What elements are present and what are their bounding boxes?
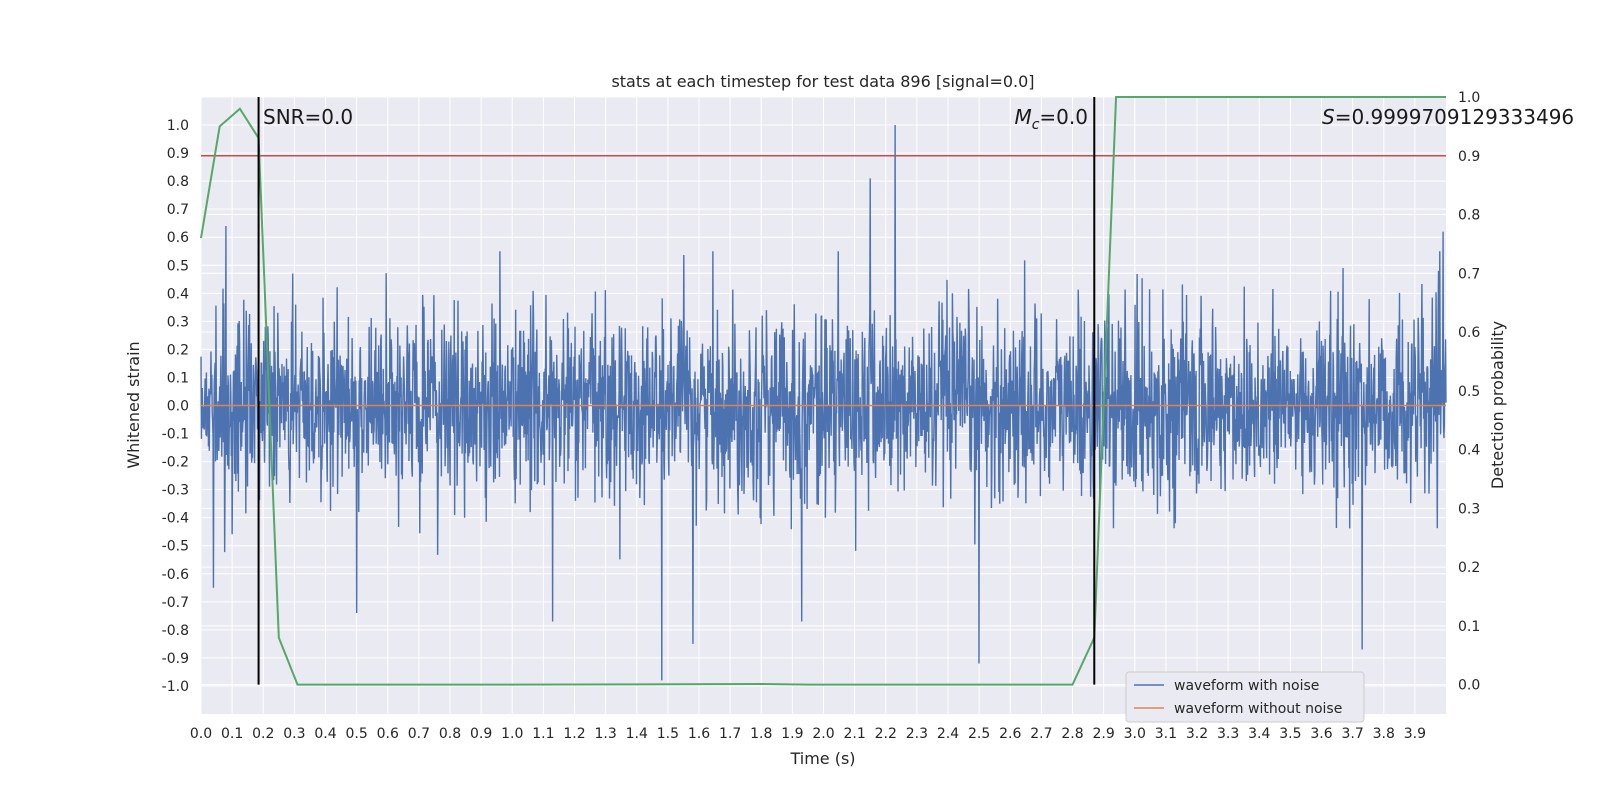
y-tick-label: 0.5	[167, 258, 189, 274]
x-tick-label: 0.5	[345, 726, 367, 742]
noisy-waveform-series	[200, 125, 1447, 681]
y-tick-label: -0.7	[162, 595, 189, 611]
y-tick-labels: 1.0 0.9 0.8 0.7 0.6 0.5 0.4 0.3 0.2 0.1 0.0 -0.1 -0.…	[162, 118, 189, 695]
y-tick-label: -0.8	[162, 623, 189, 639]
y-tick-label: 0.4	[167, 286, 189, 302]
x-tick-label: 3.6	[1310, 726, 1332, 742]
x-tick-label: 3.9	[1404, 726, 1426, 742]
legend: waveform with noise waveform without noi…	[1125, 671, 1365, 723]
y-tick-label: 0.0	[167, 399, 189, 415]
y2-tick-label: 0.6	[1458, 325, 1480, 341]
x-tick-label: 1.7	[719, 726, 741, 742]
chirp-mass-subscript: c	[1032, 117, 1040, 133]
legend-label-noisy: waveform with noise	[1174, 678, 1319, 694]
x-tick-label: 2.2	[875, 726, 897, 742]
y-tick-label: 0.7	[167, 202, 189, 218]
y-tick-label: 0.8	[167, 174, 189, 190]
y-tick-label: -0.1	[162, 427, 189, 443]
snr-annotation: SNR=0.0	[263, 105, 353, 129]
legend-label-clean: waveform without noise	[1174, 701, 1342, 717]
y-tick-label: 0.3	[167, 314, 189, 330]
x-tick-label: 2.7	[1030, 726, 1052, 742]
x-tick-label: 2.1	[843, 726, 865, 742]
y-tick-label: -1.0	[162, 679, 189, 695]
x-tick-label: 2.6	[999, 726, 1021, 742]
score-symbol: S	[1322, 105, 1335, 129]
x-tick-label: 1.0	[501, 726, 523, 742]
y-tick-label: -0.9	[162, 651, 189, 667]
x-tick-label: 3.1	[1155, 726, 1177, 742]
x-tick-label: 0.1	[221, 726, 243, 742]
y-tick-label: -0.4	[162, 511, 189, 527]
x-tick-label: 1.4	[626, 726, 648, 742]
x-tick-label: 0.2	[252, 726, 274, 742]
y2-tick-label: 0.5	[1458, 384, 1480, 400]
y-tick-label: -0.5	[162, 539, 189, 555]
x-tick-label: 1.1	[532, 726, 554, 742]
x-tick-label: 1.5	[657, 726, 679, 742]
x-tick-label: 0.6	[377, 726, 399, 742]
x-tick-label: 0.0	[190, 726, 212, 742]
x-tick-label: 0.8	[439, 726, 461, 742]
x-tick-label: 3.8	[1373, 726, 1395, 742]
x-axis-label: Time (s)	[789, 749, 855, 768]
chirp-mass-value: =0.0	[1039, 105, 1088, 129]
y2-axis-label: Detection probability	[1488, 321, 1507, 489]
legend-box	[1125, 671, 1365, 723]
x-tick-label: 3.0	[1124, 726, 1146, 742]
x-tick-label: 3.2	[1186, 726, 1208, 742]
y2-tick-label: 0.7	[1458, 266, 1480, 282]
marker-lines	[257, 97, 1096, 685]
x-tick-label: 1.6	[688, 726, 710, 742]
y2-tick-label: 0.3	[1458, 501, 1480, 517]
x-tick-label: 2.4	[937, 726, 959, 742]
x-tick-label: 1.9	[781, 726, 803, 742]
y2-tick-label: 0.2	[1458, 560, 1480, 576]
x-tick-label: 2.8	[1061, 726, 1083, 742]
x-tick-label: 3.5	[1279, 726, 1301, 742]
detection-probability-series	[200, 96, 1446, 686]
y-tick-label: 0.9	[167, 146, 189, 162]
x-tick-label: 1.2	[563, 726, 585, 742]
chirp-mass-annotation: Mc=0.0	[1014, 105, 1088, 133]
x-tick-label: 2.5	[968, 726, 990, 742]
y2-tick-label: 0.9	[1458, 149, 1480, 165]
x-tick-label: 2.9	[1092, 726, 1114, 742]
y-tick-label: 0.2	[167, 342, 189, 358]
x-tick-label: 0.7	[408, 726, 430, 742]
x-tick-label: 1.3	[594, 726, 616, 742]
x-tick-label: 2.3	[906, 726, 928, 742]
y-tick-label: -0.2	[162, 455, 189, 471]
y-tick-label: -0.3	[162, 483, 189, 499]
y-tick-label: 0.6	[167, 230, 189, 246]
score-value: =0.9999709129333496	[1335, 105, 1574, 129]
y-tick-label: 0.1	[167, 370, 189, 386]
x-tick-label: 2.0	[812, 726, 834, 742]
x-tick-label: 0.9	[470, 726, 492, 742]
x-tick-labels: 0.0 0.1 0.2 0.3 0.4 0.5 0.6 0.7 0.8 0.9 1.0 1.1 1.2 1…	[190, 726, 1426, 742]
noisy-waveform-line	[200, 125, 1447, 681]
score-annotation: S=0.9999709129333496	[1322, 105, 1574, 129]
y2-tick-label: 0.1	[1458, 619, 1480, 635]
y-axis-label: Whitened strain	[124, 341, 143, 468]
y-tick-label: -0.6	[162, 567, 189, 583]
x-tick-label: 1.8	[750, 726, 772, 742]
detection-probability-line	[200, 96, 1446, 686]
y2-tick-labels: 1.0 0.9 0.8 0.7 0.6 0.5 0.4 0.3 0.2 0.1 0.0	[1458, 90, 1480, 694]
chirp-mass-symbol: M	[1014, 105, 1031, 129]
y2-tick-label: 0.4	[1458, 443, 1480, 459]
x-tick-label: 3.7	[1341, 726, 1363, 742]
x-tick-label: 0.3	[283, 726, 305, 742]
y-tick-label: 1.0	[167, 118, 189, 134]
y2-tick-label: 0.0	[1458, 678, 1480, 694]
x-tick-label: 3.4	[1248, 726, 1270, 742]
x-tick-label: 0.4	[314, 726, 336, 742]
chart-title: stats at each timestep for test data 896…	[611, 72, 1034, 91]
y2-tick-label: 0.8	[1458, 208, 1480, 224]
y2-tick-label: 1.0	[1458, 90, 1480, 106]
x-tick-label: 3.3	[1217, 726, 1239, 742]
